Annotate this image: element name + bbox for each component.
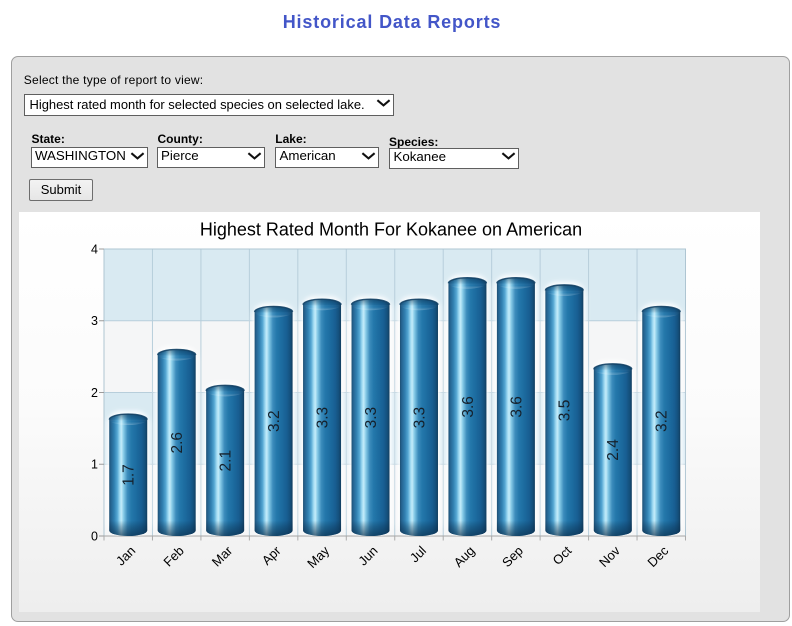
svg-text:2: 2 bbox=[91, 386, 98, 400]
svg-text:2.1: 2.1 bbox=[218, 450, 235, 472]
svg-text:3.3: 3.3 bbox=[363, 407, 380, 429]
svg-text:3: 3 bbox=[91, 314, 98, 328]
svg-text:4: 4 bbox=[91, 242, 98, 256]
svg-text:3.6: 3.6 bbox=[460, 396, 477, 418]
svg-text:Highest Rated Month For Kokane: Highest Rated Month For Kokanee on Ameri… bbox=[200, 220, 582, 240]
svg-text:3.2: 3.2 bbox=[266, 410, 283, 432]
svg-text:3.6: 3.6 bbox=[508, 396, 525, 418]
svg-text:3.2: 3.2 bbox=[654, 410, 671, 432]
svg-text:0: 0 bbox=[91, 529, 98, 543]
svg-text:3.5: 3.5 bbox=[557, 400, 574, 422]
svg-text:3.3: 3.3 bbox=[411, 407, 428, 429]
svg-text:2.4: 2.4 bbox=[605, 439, 622, 461]
svg-text:3.3: 3.3 bbox=[314, 407, 331, 429]
svg-text:2.6: 2.6 bbox=[169, 432, 186, 454]
svg-text:1.7: 1.7 bbox=[121, 464, 138, 486]
svg-text:1: 1 bbox=[91, 458, 98, 472]
